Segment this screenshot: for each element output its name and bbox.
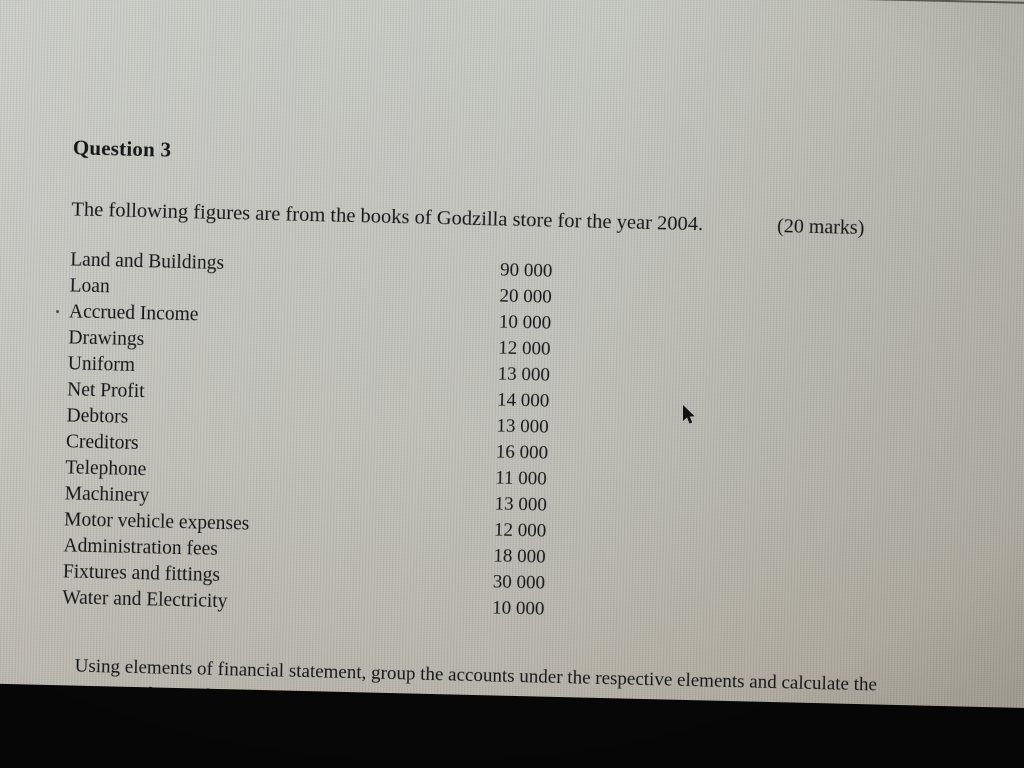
account-amount: 14 000 (496, 389, 550, 412)
account-amount: 13 000 (496, 415, 549, 438)
page-title: Question 3 (72, 135, 172, 162)
account-amount: 16 000 (495, 441, 549, 464)
account-amount: 12 000 (498, 337, 551, 360)
intro-row: The following figures are from the books… (71, 198, 1024, 244)
account-amount: 90 000 (499, 259, 553, 282)
account-amount: 10 000 (498, 311, 552, 334)
account-amount: 11 000 (494, 467, 548, 490)
account-amount: 13 000 (497, 363, 551, 386)
question-content: Question 3 The following figures are fro… (56, 135, 1024, 729)
account-amount: 20 000 (499, 285, 553, 308)
stray-speck-mark (56, 310, 60, 314)
account-amount: 12 000 (493, 519, 547, 542)
accounts-list: Land and Buildings 90 000 Loan 20 000 Accrue… (56, 249, 1024, 636)
mouse-arrow-cursor (683, 405, 695, 424)
account-amount: 30 000 (492, 571, 546, 594)
account-amount: 10 000 (491, 597, 545, 620)
marks-badge: (20 marks) (776, 215, 865, 240)
header-hairline-rule (0, 0, 1024, 7)
intro-text: The following figures are from the books… (71, 198, 704, 236)
account-amount: 13 000 (494, 493, 548, 516)
account-amount: 18 000 (493, 545, 546, 568)
